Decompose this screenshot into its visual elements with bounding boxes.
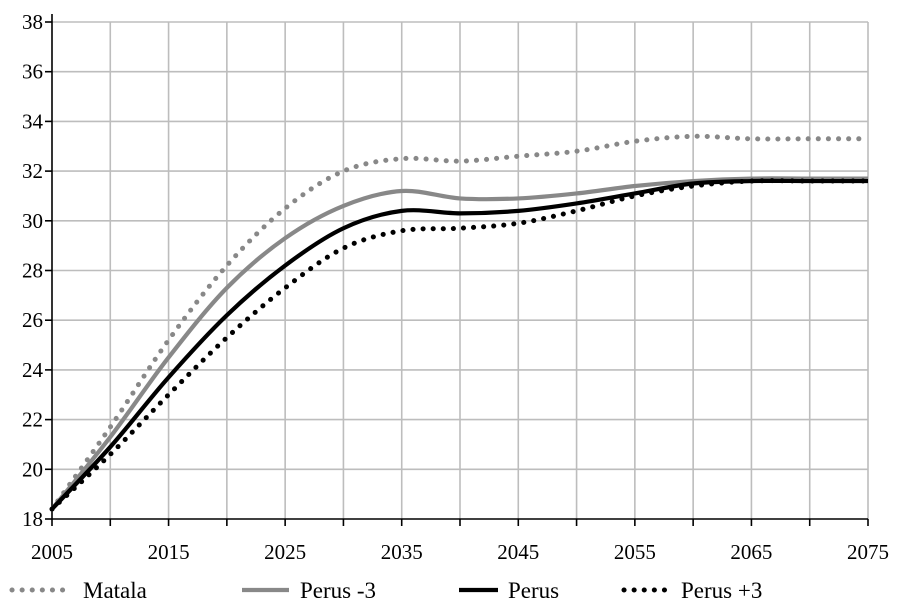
legend-label-matala: Matala bbox=[83, 578, 147, 603]
axes bbox=[45, 14, 869, 526]
series-line-matala bbox=[49, 133, 871, 512]
x-tick-label: 2015 bbox=[148, 540, 190, 564]
y-tick-label: 26 bbox=[22, 308, 43, 332]
y-tick-label: 20 bbox=[22, 457, 43, 481]
grid bbox=[52, 21, 869, 519]
legend-label-perus-3: Perus +3 bbox=[681, 578, 762, 603]
series-line-perus bbox=[50, 178, 868, 511]
series-line-perus-3 bbox=[49, 178, 871, 512]
x-tick-label: 2005 bbox=[31, 540, 73, 564]
x-tick-label: 2025 bbox=[264, 540, 306, 564]
y-tick-label: 18 bbox=[22, 507, 43, 531]
legend: Matala Perus -3 Perus Perus +3 bbox=[9, 578, 762, 603]
y-tick-label: 36 bbox=[22, 60, 43, 84]
x-tick-label: 2055 bbox=[614, 540, 656, 564]
legend-label-perus: Perus bbox=[508, 578, 559, 603]
tick-labels: 18 20 22 24 26 28 30 32 34 36 38 2005 2015 2025 2035 20… bbox=[22, 10, 889, 564]
series-line-perus-3 bbox=[50, 176, 868, 511]
y-tick-label: 22 bbox=[22, 408, 43, 432]
y-tick-label: 38 bbox=[22, 10, 43, 34]
series-lines bbox=[49, 133, 871, 512]
y-tick-label: 34 bbox=[22, 109, 44, 133]
x-tick-label: 2045 bbox=[497, 540, 539, 564]
y-tick-label: 24 bbox=[22, 358, 44, 382]
x-tick-label: 2075 bbox=[847, 540, 889, 564]
y-tick-label: 30 bbox=[22, 209, 43, 233]
x-tick-label: 2065 bbox=[730, 540, 772, 564]
y-tick-label: 32 bbox=[22, 159, 43, 183]
y-tick-label: 28 bbox=[22, 259, 43, 283]
legend-label-perus-3: Perus -3 bbox=[300, 578, 376, 603]
x-tick-label: 2035 bbox=[381, 540, 423, 564]
